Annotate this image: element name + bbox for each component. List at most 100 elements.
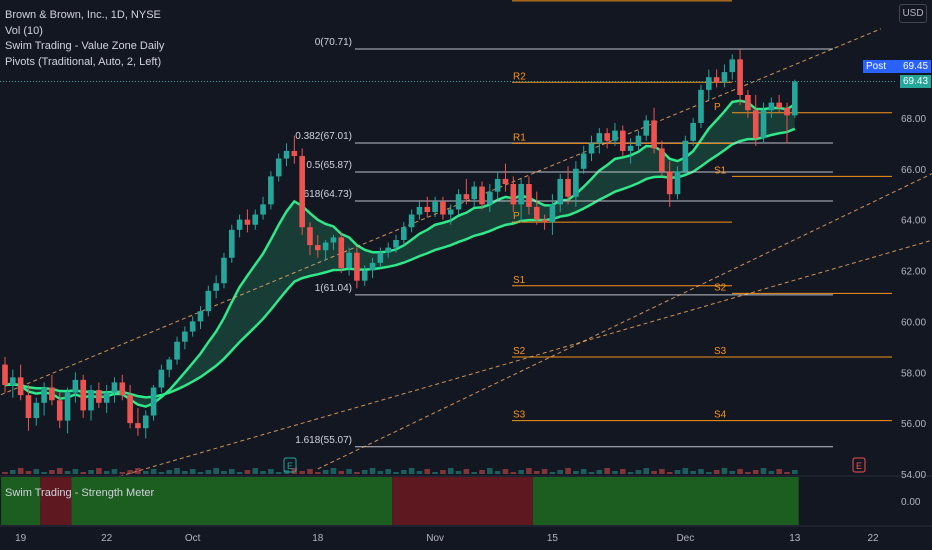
candle-body (510, 184, 517, 205)
candle-body (244, 219, 251, 225)
price-tick-label: 64.00 (901, 216, 926, 227)
candle-body (10, 377, 16, 385)
volume-bar (252, 468, 259, 474)
candle-body (792, 81, 798, 116)
candle (659, 140, 665, 177)
candle (768, 97, 775, 118)
candle-body (455, 194, 462, 210)
candle-body (221, 257, 227, 284)
candle (674, 166, 681, 200)
volume-bar (291, 468, 298, 474)
volume-bar (72, 469, 79, 474)
currency-button[interactable]: USD (899, 4, 927, 23)
volume-bar (135, 468, 141, 474)
candle-body (596, 133, 603, 144)
price-tick-label: 58.00 (901, 368, 926, 379)
vol-indicator-label[interactable]: Vol (10) (5, 24, 43, 37)
volume-bar (385, 469, 391, 474)
volume-bar (275, 472, 282, 474)
strength-segment (392, 477, 533, 525)
volume-bar (10, 470, 16, 474)
price-tick-label: 60.00 (901, 317, 926, 328)
candle-body (440, 201, 446, 215)
volume-bar (41, 472, 47, 474)
candle (565, 166, 571, 205)
candle-body (666, 171, 673, 195)
symbol-title[interactable]: Brown & Brown, Inc., 1D, NYSE (5, 9, 161, 21)
price-tick-label: 56.00 (901, 419, 926, 430)
volume-bar (49, 470, 55, 474)
time-tick-label: 13 (789, 533, 801, 544)
volume-bar (96, 468, 102, 474)
candle-body (659, 148, 665, 172)
candles[interactable] (2, 49, 798, 439)
candle (315, 234, 321, 258)
volume-bar (659, 469, 665, 474)
candle-body (197, 311, 204, 322)
volume-bar (494, 471, 501, 474)
volume-bar (768, 471, 775, 474)
volume-bar (346, 469, 352, 474)
candle-body (768, 102, 775, 111)
price-tick-label: 66.00 (901, 165, 926, 176)
candle-body (784, 107, 790, 116)
price-tick-label: 54.00 (901, 470, 926, 481)
volume-bar (322, 470, 329, 474)
candle (291, 135, 298, 164)
candle-body (80, 379, 86, 411)
volume-bar (236, 472, 243, 474)
candle (549, 194, 556, 235)
candle (721, 64, 728, 88)
volume-bar (228, 469, 235, 474)
candle (784, 102, 790, 144)
candle-body (166, 359, 173, 370)
value-zone-fill (5, 100, 795, 407)
candle (760, 102, 767, 144)
candle (752, 94, 759, 146)
candle-body (580, 153, 587, 169)
candle-body (698, 89, 704, 123)
candle-body (88, 390, 94, 411)
candle-body (393, 239, 399, 248)
candle-body (228, 229, 235, 258)
candle (776, 94, 782, 113)
candle-body (322, 242, 329, 251)
fib-label: 0.5(65.87) (306, 160, 352, 171)
candle (596, 128, 603, 154)
earnings-event-marker (283, 457, 297, 473)
candle-body (135, 423, 141, 429)
candle-body (111, 382, 118, 393)
volume-bar (635, 470, 642, 474)
earnings-event-label: E (287, 461, 293, 471)
volume-bar (197, 472, 204, 474)
candle (41, 382, 47, 416)
candle-body (127, 395, 133, 424)
pivots-indicator-label[interactable]: Pivots (Traditional, Auto, 2, Left) (5, 55, 162, 68)
candle-body (330, 237, 337, 243)
candle (88, 384, 94, 421)
candle-body (447, 209, 454, 215)
volume-bar (64, 471, 71, 474)
strength-meter: 0.00 (0, 475, 932, 525)
time-tick-label: 15 (547, 533, 559, 544)
volume-bar (502, 469, 509, 474)
pivot-label: S4 (714, 410, 727, 421)
volume-bar (260, 471, 266, 474)
candle-body (268, 176, 274, 205)
candle (330, 234, 337, 251)
earnings-event-label: E (856, 461, 862, 471)
strength-segment (40, 477, 72, 525)
candle-body (416, 206, 423, 215)
candle-body (721, 72, 728, 83)
time-tick-label: Nov (426, 533, 444, 544)
fib-label: 1.618(55.07) (295, 435, 352, 446)
volume-bar (127, 470, 133, 474)
candle (440, 196, 446, 220)
time-tick-label: Dec (676, 533, 694, 544)
candle (182, 326, 188, 350)
post-price-tag: 69.45 (900, 60, 931, 73)
pivot-label: P (714, 102, 721, 113)
value-zone-indicator-label[interactable]: Swim Trading - Value Zone Daily (5, 40, 165, 52)
